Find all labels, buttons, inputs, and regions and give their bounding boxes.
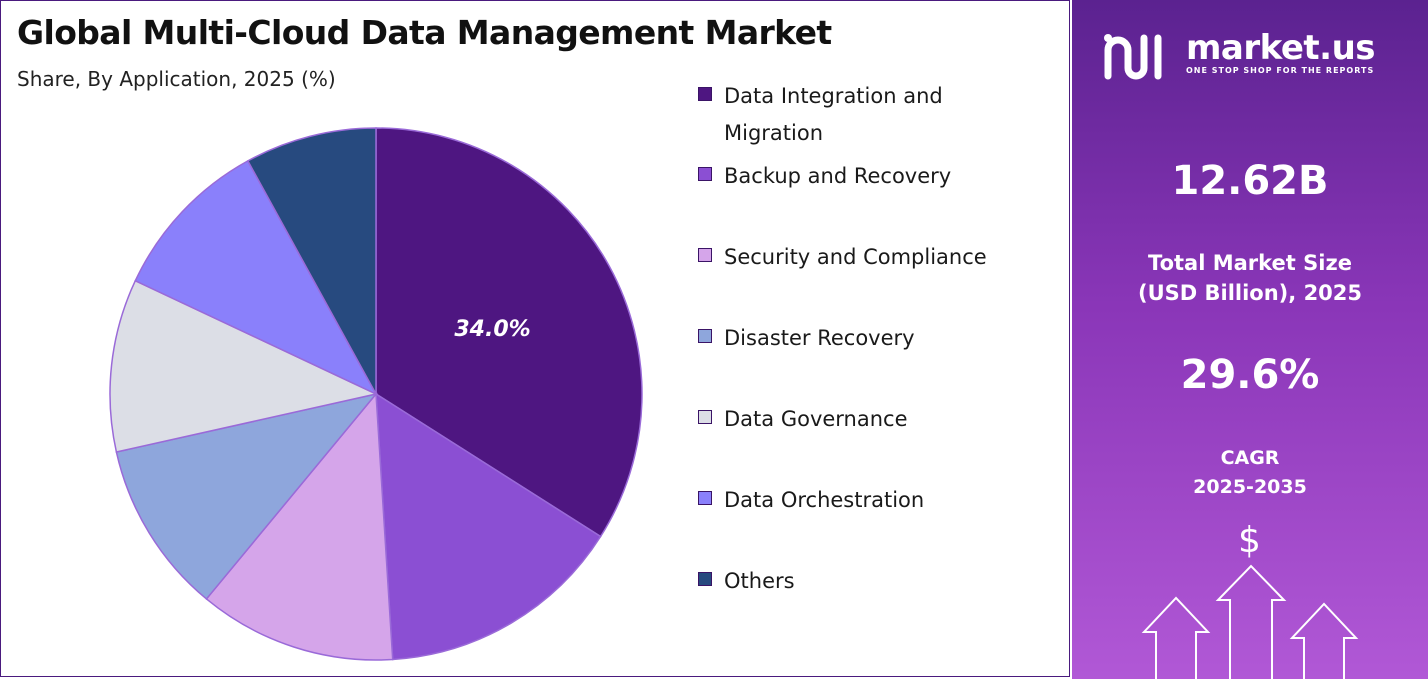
brand-tagline: ONE STOP SHOP FOR THE REPORTS xyxy=(1186,66,1375,75)
pie-chart: 34.0% xyxy=(109,127,643,661)
market-size-value: 12.62B xyxy=(1171,158,1329,204)
market-summary-panel: market.us ONE STOP SHOP FOR THE REPORTS … xyxy=(1072,0,1428,679)
legend-label: Data Governance xyxy=(724,407,908,431)
pie-slice-data-integration xyxy=(375,127,643,538)
legend-label: Disaster Recovery xyxy=(724,326,915,350)
pie-slice-disaster-recovery xyxy=(115,392,378,601)
pie-data-label: 34.0% xyxy=(454,317,530,342)
legend-label: Data Integration and Migration xyxy=(724,84,943,145)
brand-logo: market.us ONE STOP SHOP FOR THE REPORTS xyxy=(1102,28,1402,88)
legend-label: Others xyxy=(724,569,795,593)
legend-swatch xyxy=(698,491,712,505)
cagr-label: CAGR xyxy=(1220,447,1280,469)
legend-swatch xyxy=(698,410,712,424)
cagr-period: 2025-2035 xyxy=(1193,476,1307,498)
chart-title: Global Multi-Cloud Data Management Marke… xyxy=(17,13,832,52)
legend-swatch xyxy=(698,248,712,262)
market-size-label: Total Market Size (USD Billion), 2025 xyxy=(1137,251,1363,305)
pie-slice-security-compliance xyxy=(205,392,394,661)
growth-arrows-icon xyxy=(1141,564,1359,679)
pie-slice-data-governance xyxy=(109,279,379,453)
chart-legend: Data Integration and Migration Backup an… xyxy=(698,1,1058,678)
legend-label: Backup and Recovery xyxy=(724,164,952,188)
cagr-value: 29.6% xyxy=(1180,352,1320,398)
legend-label: Security and Compliance xyxy=(724,245,987,269)
chart-subtitle: Share, By Application, 2025 (%) xyxy=(17,67,336,91)
pie-slice-data-orchestration xyxy=(134,159,378,396)
pie-slice-others xyxy=(246,127,377,395)
legend-swatch xyxy=(698,572,712,586)
legend-swatch xyxy=(698,329,712,343)
legend-label: Data Orchestration xyxy=(724,488,925,512)
brand-name: market.us xyxy=(1186,28,1376,68)
pie-slice-backup-recovery xyxy=(375,392,602,661)
legend-swatch xyxy=(698,167,712,181)
legend-swatch xyxy=(698,87,712,101)
chart-panel: Global Multi-Cloud Data Management Marke… xyxy=(0,0,1070,677)
dollar-icon: $ xyxy=(1238,520,1261,561)
market-us-logo-icon xyxy=(1104,34,1162,80)
